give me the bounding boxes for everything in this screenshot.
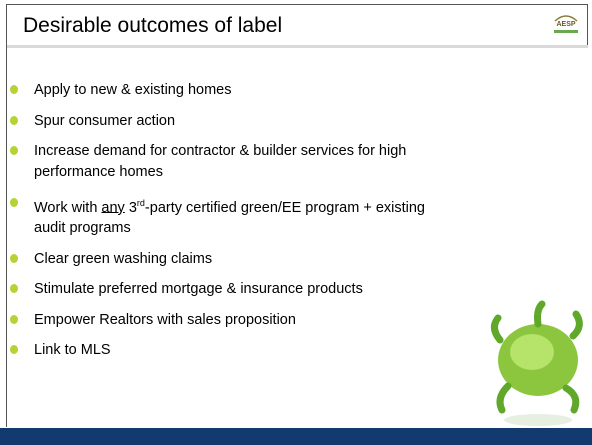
bullet-item: Apply to new & existing homes: [10, 80, 454, 101]
bullet-text: Work with: [34, 199, 102, 216]
bullet-text: Increase demand for contractor & builder…: [34, 143, 407, 180]
bullet-dot: [10, 345, 18, 355]
globe-graphic: [491, 300, 583, 426]
bullet-item: Clear green washing claims: [10, 249, 454, 270]
bullet-item: Spur consumer action: [10, 111, 454, 132]
bullet-dot: [10, 85, 18, 94]
bullet-dot: [10, 284, 18, 294]
slide-title: Desirable outcomes of label: [23, 14, 283, 37]
logo: AESP: [551, 11, 581, 37]
bullet-text: 3: [124, 199, 137, 216]
bullet-item: Increase demand for contractor & builder…: [10, 141, 454, 183]
logo-text: AESP: [556, 21, 576, 28]
bullet-text: Stimulate preferred mortgage & insurance…: [34, 281, 363, 298]
bullet-text: Spur consumer action: [34, 112, 176, 129]
footer-bar: [0, 428, 592, 445]
title-bar: Desirable outcomes of label AESP: [6, 4, 588, 45]
bullet-text: rd: [136, 197, 145, 208]
bullet-dot: [10, 253, 18, 263]
bullet-dot: [10, 115, 18, 125]
bullet-text: -party certified green/EE program + exis…: [34, 199, 425, 237]
logo-icon: [554, 15, 578, 33]
bullet-item: Stimulate preferred mortgage & insurance…: [10, 279, 454, 300]
bullet-list: Apply to new & existing homes Spur consum…: [10, 80, 480, 371]
bullet-text: Empower Realtors with sales proposition: [34, 311, 296, 328]
bullet-dot: [10, 146, 18, 155]
bullet-dot: [10, 197, 18, 207]
bullet-text: any: [101, 199, 125, 216]
bullet-text: Link to MLS: [34, 342, 111, 359]
bullet-text: Clear green washing claims: [34, 250, 213, 267]
bullet-item: Link to MLS: [10, 340, 454, 361]
divider: [6, 45, 588, 48]
border: [6, 45, 7, 427]
bullet-item: Empower Realtors with sales proposition: [10, 310, 454, 331]
bullet-text: Apply to new & existing homes: [34, 82, 232, 98]
bullet-item: Work with any 3rd-party certified green/…: [10, 193, 454, 240]
bullet-dot: [10, 314, 18, 324]
